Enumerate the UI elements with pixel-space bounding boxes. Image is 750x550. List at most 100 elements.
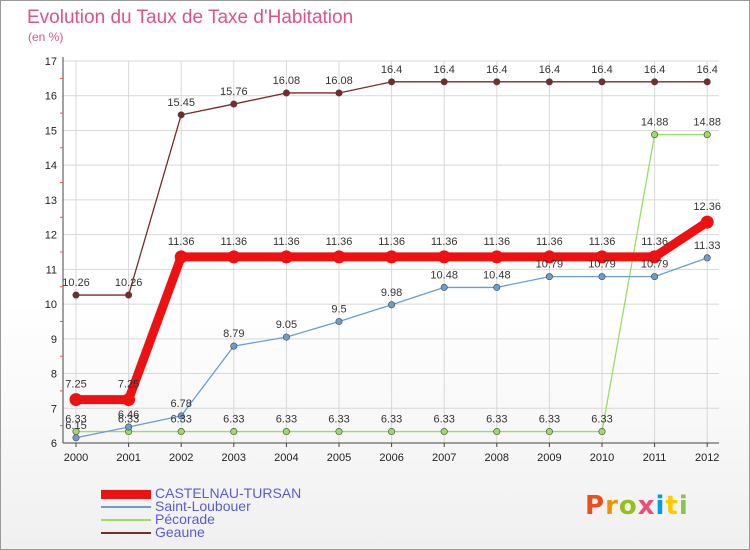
data-point-geaune xyxy=(493,78,501,86)
y-tick-label: 9 xyxy=(51,334,57,346)
legend-swatch-saint-loubouer xyxy=(101,505,151,508)
logo-letter: r xyxy=(605,491,619,521)
data-label-saint-loubouer: 10.79 xyxy=(536,259,564,271)
proxiti-logo[interactable]: Proxiti xyxy=(585,491,689,521)
legend-label-saint-loubouer: Saint-Loubouer xyxy=(155,498,251,514)
data-label-castelnau-tursan: 11.36 xyxy=(273,236,300,248)
x-tick-label: 2012 xyxy=(695,452,719,464)
data-label-saint-loubouer: 10.79 xyxy=(588,259,616,271)
data-label-pecorade: 6.33 xyxy=(433,414,454,426)
legend-label-pecorade: Pécorade xyxy=(155,511,215,527)
legend-item-castelnau-tursan[interactable]: CASTELNAU-TURSAN xyxy=(101,485,361,501)
data-label-geaune: 10.26 xyxy=(115,277,143,289)
data-label-pecorade: 6.33 xyxy=(591,414,612,426)
data-label-castelnau-tursan: 7.25 xyxy=(118,379,139,391)
data-point-castelnau-tursan xyxy=(700,215,714,229)
x-tick-label: 2011 xyxy=(643,452,667,464)
chart-title: Evolution du Taux de Taxe d'Habitation xyxy=(27,7,354,28)
data-label-geaune: 16.4 xyxy=(381,64,402,76)
data-label-castelnau-tursan: 11.36 xyxy=(378,236,405,248)
data-point-geaune xyxy=(598,78,606,86)
data-label-saint-loubouer: 9.05 xyxy=(276,319,297,331)
legend-label-castelnau-tursan: CASTELNAU-TURSAN xyxy=(155,485,302,501)
data-label-pecorade: 6.33 xyxy=(65,414,86,426)
x-tick-label: 2004 xyxy=(274,452,298,464)
data-label-saint-loubouer: 9.98 xyxy=(381,287,402,299)
data-point-pecorade xyxy=(651,131,659,139)
data-point-geaune xyxy=(125,291,133,299)
x-tick-label: 2007 xyxy=(432,452,456,464)
data-point-castelnau-tursan xyxy=(490,250,504,264)
data-label-saint-loubouer: 6.46 xyxy=(118,409,139,421)
x-tick-label: 2001 xyxy=(116,452,140,464)
data-point-saint-loubouer xyxy=(388,301,396,309)
data-point-pecorade xyxy=(335,428,343,436)
x-tick-label: 2000 xyxy=(64,452,88,464)
data-point-saint-loubouer xyxy=(125,423,133,431)
legend-swatch-castelnau-tursan xyxy=(101,489,151,499)
data-label-castelnau-tursan: 11.36 xyxy=(589,236,616,248)
data-label-pecorade: 6.33 xyxy=(118,414,139,426)
x-tick-label: 2006 xyxy=(379,452,403,464)
x-tick-label: 2002 xyxy=(169,452,193,464)
data-label-geaune: 16.4 xyxy=(486,64,507,76)
legend-swatch-pecorade xyxy=(101,518,151,521)
data-label-saint-loubouer: 10.48 xyxy=(483,269,511,281)
data-point-saint-loubouer xyxy=(440,283,448,291)
data-label-geaune: 15.76 xyxy=(220,86,248,98)
logo-letter: x xyxy=(637,491,656,521)
x-tick-label: 2008 xyxy=(485,452,509,464)
logo-letter: P xyxy=(585,491,606,521)
data-point-pecorade xyxy=(388,428,396,436)
data-point-castelnau-tursan xyxy=(332,250,346,264)
x-tick-label: 2005 xyxy=(327,452,351,464)
data-label-geaune: 10.26 xyxy=(62,277,90,289)
data-label-pecorade: 14.88 xyxy=(641,117,669,129)
data-label-castelnau-tursan: 11.36 xyxy=(326,236,353,248)
data-point-saint-loubouer xyxy=(72,434,80,442)
y-tick-label: 16 xyxy=(45,91,57,103)
data-point-saint-loubouer xyxy=(230,342,238,350)
y-tick-label: 17 xyxy=(45,56,57,68)
data-label-geaune: 16.08 xyxy=(325,75,353,87)
y-tick-label: 11 xyxy=(46,264,57,276)
data-point-castelnau-tursan xyxy=(595,250,609,264)
data-label-saint-loubouer: 10.48 xyxy=(430,269,458,281)
logo-letter: i xyxy=(655,491,666,521)
data-point-castelnau-tursan xyxy=(648,250,662,264)
data-label-castelnau-tursan: 11.36 xyxy=(641,236,668,248)
y-tick-label: 10 xyxy=(45,299,57,311)
data-label-geaune: 16.08 xyxy=(273,75,301,87)
data-point-geaune xyxy=(545,78,553,86)
data-point-pecorade xyxy=(703,131,711,139)
data-label-pecorade: 6.33 xyxy=(381,414,402,426)
data-point-pecorade xyxy=(598,428,606,436)
data-point-geaune xyxy=(388,78,396,86)
data-label-pecorade: 14.88 xyxy=(693,117,721,129)
y-tick-label: 7 xyxy=(51,403,57,415)
legend-label-geaune: Geaune xyxy=(155,524,205,540)
legend-item-saint-loubouer[interactable]: Saint-Loubouer xyxy=(101,498,361,514)
data-label-pecorade: 6.33 xyxy=(223,414,244,426)
data-label-saint-loubouer: 10.79 xyxy=(641,259,669,271)
series-layer xyxy=(69,78,714,442)
data-point-saint-loubouer xyxy=(177,412,185,420)
legend-item-geaune[interactable]: Geaune xyxy=(101,524,361,540)
legend-item-pecorade[interactable]: Pécorade xyxy=(101,511,361,527)
data-point-geaune xyxy=(440,78,448,86)
data-label-castelnau-tursan: 11.36 xyxy=(168,236,195,248)
data-label-castelnau-tursan: 11.36 xyxy=(536,236,563,248)
data-point-saint-loubouer xyxy=(493,283,501,291)
data-point-saint-loubouer xyxy=(598,273,606,281)
y-tick-label: 13 xyxy=(45,195,57,207)
x-tick-label: 2010 xyxy=(590,452,614,464)
data-point-pecorade xyxy=(545,428,553,436)
logo-letter: t xyxy=(665,491,679,521)
data-label-geaune: 16.4 xyxy=(696,64,717,76)
data-point-castelnau-tursan xyxy=(542,250,556,264)
data-point-castelnau-tursan xyxy=(122,393,136,407)
data-point-pecorade xyxy=(230,428,238,436)
legend: CASTELNAU-TURSAN Saint-Loubouer Pécorade… xyxy=(101,485,361,540)
